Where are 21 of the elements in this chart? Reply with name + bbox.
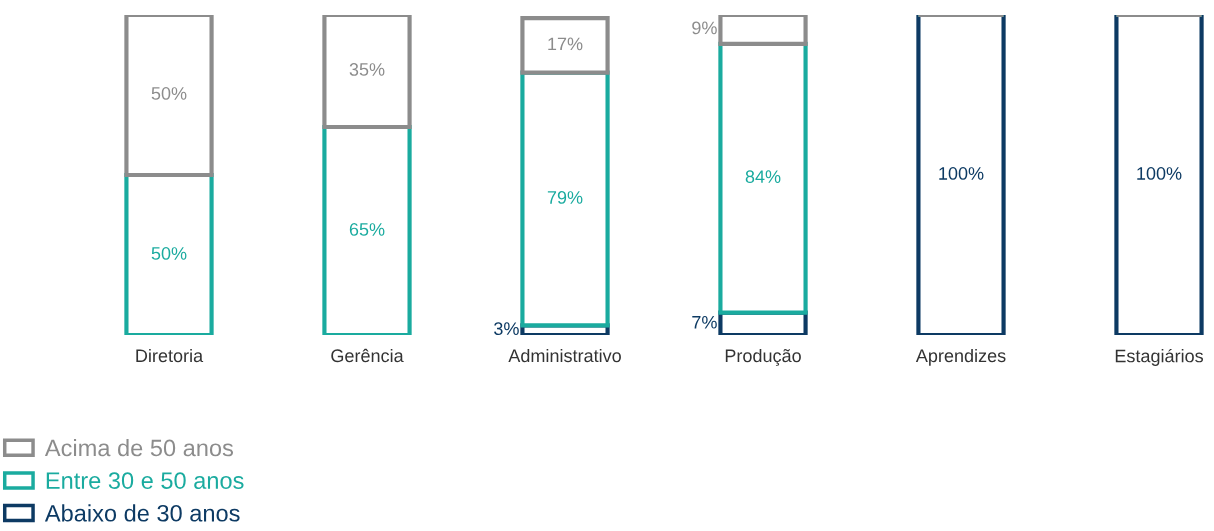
data-label: 7% — [692, 315, 717, 329]
legend-label: Entre 30 e 50 anos — [46, 472, 244, 489]
data-label: 17% — [548, 37, 583, 51]
legend-label: Acima de 50 anos — [44, 439, 234, 457]
data-label: 50% — [151, 247, 187, 260]
x-tick-label: Gerência — [331, 348, 404, 363]
x-tick-label: Administrativo — [508, 348, 621, 363]
x-tick-label: Produção — [725, 348, 801, 366]
x-tick-label: Diretoria — [136, 348, 204, 363]
data-label: 3% — [494, 322, 519, 336]
x-tick-label: Aprendizes — [915, 348, 1006, 366]
data-label: 100% — [1137, 167, 1182, 180]
data-label: 35% — [349, 63, 385, 76]
data-label: 100% — [939, 167, 984, 180]
data-label: 79% — [547, 191, 583, 204]
data-label: 65% — [349, 223, 385, 236]
data-label: 50% — [151, 87, 187, 100]
data-label: 84% — [745, 170, 781, 184]
legend-label: Abaixo de 30 anos — [44, 504, 240, 522]
x-tick-label: Estagiários — [1115, 348, 1204, 366]
data-label: 9% — [692, 21, 717, 35]
